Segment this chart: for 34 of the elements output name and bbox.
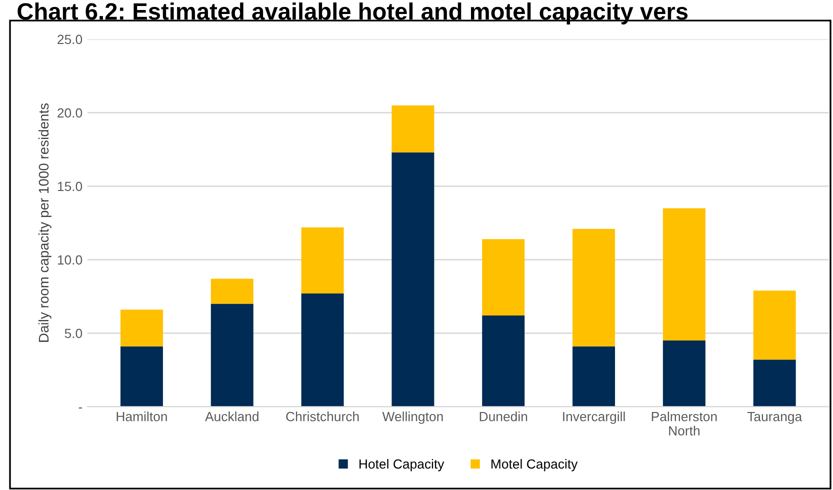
bar	[662, 208, 706, 341]
x-tick-label: Palmerston North	[652, 412, 717, 436]
legend-label: Hotel Capacity	[360, 459, 444, 472]
bar	[482, 239, 525, 316]
bar	[662, 340, 706, 407]
y-tick-label: -	[78, 407, 82, 408]
bar	[301, 227, 344, 294]
y-tick-label: 10.0	[58, 255, 82, 265]
bar	[392, 152, 434, 407]
y-tick-label: 20.0	[58, 108, 82, 118]
x-tick-label: Dunedin	[480, 412, 528, 422]
y-axis-title: Daily room capacity per 1000 residents	[38, 103, 52, 342]
bar	[120, 346, 163, 407]
x-tick-label: Invercargill	[563, 412, 625, 424]
bar	[120, 310, 163, 346]
x-tick-label: Wellington	[382, 412, 443, 424]
x-tick-label: Christchurch	[286, 412, 359, 422]
y-tick-label: 5.0	[64, 328, 82, 338]
y-tick-label: 15.0	[58, 182, 82, 192]
bar	[482, 316, 525, 407]
chart-title: Chart 6.2: Estimated available hotel and motel capacity vers	[18, 2, 688, 24]
bar	[392, 105, 434, 152]
bar	[753, 290, 796, 360]
bar	[572, 346, 616, 407]
y-tick-label: 25.0	[58, 34, 82, 44]
bar	[210, 304, 254, 407]
x-tick-label: Tauranga	[747, 412, 802, 424]
bar	[572, 228, 616, 346]
bar	[301, 294, 344, 407]
legend-label: Motel Capacity	[491, 459, 578, 472]
bar	[210, 278, 254, 304]
bar	[753, 360, 796, 407]
x-tick-label: Hamilton	[116, 412, 167, 422]
x-tick-label: Auckland	[205, 412, 258, 422]
